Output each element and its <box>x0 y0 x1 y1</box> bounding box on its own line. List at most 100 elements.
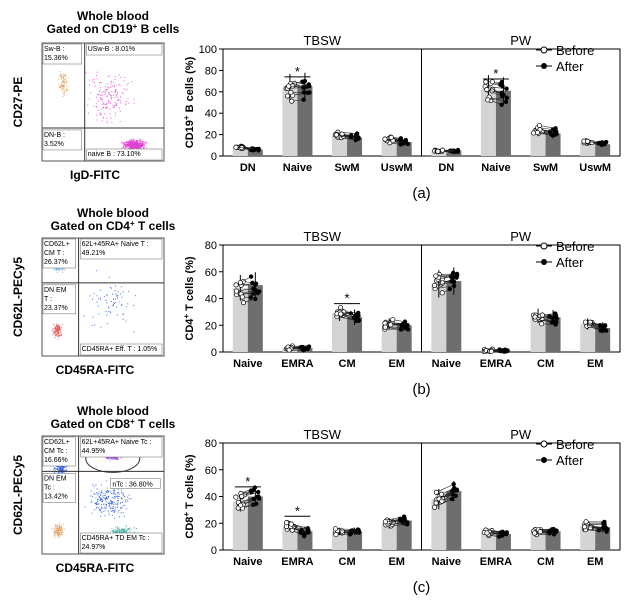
flow-event <box>54 528 56 530</box>
flow-event <box>98 298 100 300</box>
flow-event <box>144 142 146 144</box>
flow-event <box>102 507 104 509</box>
flow-event <box>127 496 129 498</box>
flow-event <box>109 458 111 460</box>
x-tick-label: SwM <box>533 162 558 174</box>
flow-event <box>126 508 128 510</box>
flow-event <box>105 496 107 498</box>
flow-event <box>56 525 58 527</box>
flow-event <box>124 495 126 497</box>
point-before <box>534 129 540 136</box>
flow-event <box>58 86 60 88</box>
flow-event <box>122 142 124 144</box>
bar-before <box>480 88 496 156</box>
gate-label-box <box>86 148 163 161</box>
flow-event <box>96 501 98 503</box>
flow-event <box>139 139 141 141</box>
point-before <box>233 282 239 288</box>
flow-event <box>101 501 103 503</box>
panel-label: (c) <box>413 579 431 596</box>
flow-event <box>134 145 136 147</box>
point-before <box>382 324 388 330</box>
flow-event <box>142 148 144 150</box>
point-before <box>438 491 445 497</box>
flow-event <box>112 106 114 108</box>
flow-event <box>114 86 116 88</box>
flow-event <box>141 140 143 142</box>
flow-event <box>114 496 116 498</box>
flow-event <box>113 298 115 300</box>
flow-event <box>100 108 102 110</box>
flow-event <box>114 285 116 287</box>
point-before <box>388 134 394 140</box>
flow-event <box>112 456 114 458</box>
flow-event <box>117 96 119 98</box>
flow-event <box>53 268 55 270</box>
flow-event <box>65 75 67 77</box>
flow-event <box>55 330 57 332</box>
flow-event <box>101 92 103 94</box>
flow-event <box>101 484 103 486</box>
flow-event <box>57 338 59 340</box>
flow-event <box>54 535 56 537</box>
flow-event <box>104 506 106 508</box>
flow-x-label: IgD-FITC <box>70 168 120 182</box>
flow-event <box>126 84 128 86</box>
flow-event <box>112 497 114 499</box>
gate-label-bottom-left-line: DN-B : <box>44 132 65 139</box>
flow-event <box>96 119 98 121</box>
flow-event <box>145 143 147 145</box>
flow-event <box>110 86 112 88</box>
flow-event <box>139 146 141 148</box>
flow-event <box>54 470 56 472</box>
flow-event <box>115 531 117 533</box>
y-axis-label-sup: + <box>182 314 191 319</box>
flow-event <box>122 529 124 531</box>
flow-event <box>92 484 94 486</box>
point-before <box>435 148 441 154</box>
flow-event <box>66 82 68 84</box>
flow-event <box>124 504 126 506</box>
flow-event <box>142 144 144 146</box>
flow-event <box>127 142 129 144</box>
flow-event <box>122 493 124 495</box>
flow-event <box>92 495 94 497</box>
flow-event <box>115 531 117 533</box>
flow-event <box>117 527 119 529</box>
flow-event <box>123 529 125 531</box>
flow-event <box>85 72 87 74</box>
flow-event <box>62 84 64 86</box>
flow-event <box>55 529 57 531</box>
flow-event <box>117 458 119 460</box>
point-before <box>587 525 593 531</box>
flow-event <box>109 505 111 507</box>
flow-event <box>122 313 124 315</box>
flow-event <box>119 96 121 98</box>
flow-event <box>118 528 120 530</box>
flow-event <box>104 510 106 512</box>
flow-event <box>52 328 54 330</box>
flow-event <box>114 112 116 114</box>
flow-subtitle-post: T cells <box>135 417 176 431</box>
y-axis-label-sup: + <box>182 512 191 517</box>
flow-event <box>113 530 115 532</box>
flow-event <box>112 492 114 494</box>
bar-before <box>580 143 596 156</box>
flow-event <box>98 100 100 102</box>
flow-event <box>100 97 102 99</box>
pair-line <box>436 483 454 493</box>
flow-event <box>113 491 115 493</box>
flow-event <box>56 326 58 328</box>
flow-event <box>137 146 139 148</box>
flow-event <box>105 501 107 503</box>
flow-event <box>63 469 65 471</box>
flow-event <box>104 113 106 115</box>
y-tick-label: 40 <box>205 294 217 306</box>
flow-event <box>122 527 124 529</box>
flow-event <box>120 286 122 288</box>
flow-event <box>120 531 122 533</box>
flow-event <box>110 301 112 303</box>
point-before <box>433 273 439 279</box>
flow-event <box>135 140 137 142</box>
